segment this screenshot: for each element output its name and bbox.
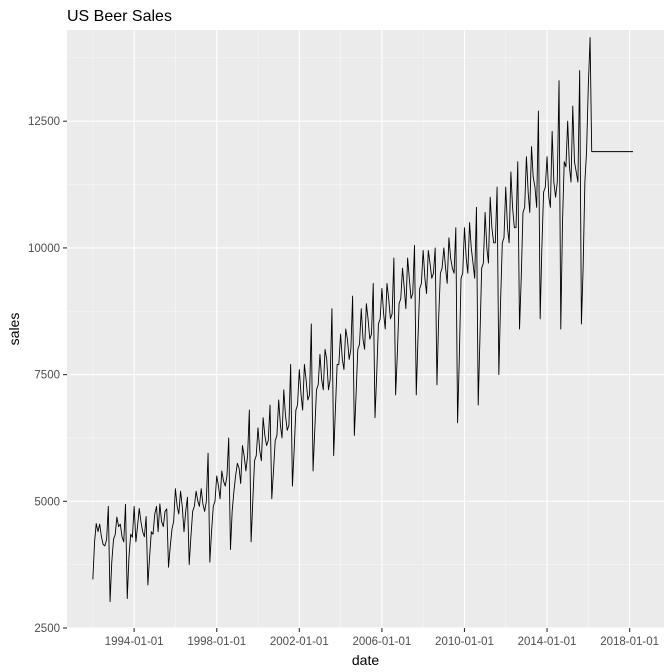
x-tick-label: 2006-01-01 bbox=[352, 636, 411, 648]
x-axis: 1994-01-01 1998-01-01 2002-01-01 2006-01-01… bbox=[105, 628, 659, 648]
sales-line bbox=[92, 37, 633, 603]
x-tick-label: 2010-01-01 bbox=[435, 636, 494, 648]
y-axis: 2500 5000 7500 10000 12500 bbox=[28, 116, 67, 635]
series-layer bbox=[92, 37, 633, 603]
minor-gridlines bbox=[67, 30, 664, 628]
x-tick-label: 2002-01-01 bbox=[270, 636, 329, 648]
x-tick-label: 2018-01-01 bbox=[600, 636, 659, 648]
y-tick-label: 10000 bbox=[28, 243, 60, 255]
major-gridlines bbox=[67, 30, 664, 629]
x-tick-label: 2014-01-01 bbox=[518, 636, 577, 648]
y-tick-label: 12500 bbox=[28, 116, 60, 128]
x-tick-label: 1994-01-01 bbox=[105, 636, 164, 648]
y-tick-label: 5000 bbox=[34, 496, 60, 508]
x-tick-label: 1998-01-01 bbox=[187, 636, 246, 648]
y-tick-label: 2500 bbox=[34, 623, 60, 635]
y-axis-title: sales bbox=[6, 313, 22, 346]
y-tick-label: 7500 bbox=[34, 370, 60, 382]
x-axis-title: date bbox=[352, 652, 379, 668]
chart-title: US Beer Sales bbox=[67, 8, 172, 25]
